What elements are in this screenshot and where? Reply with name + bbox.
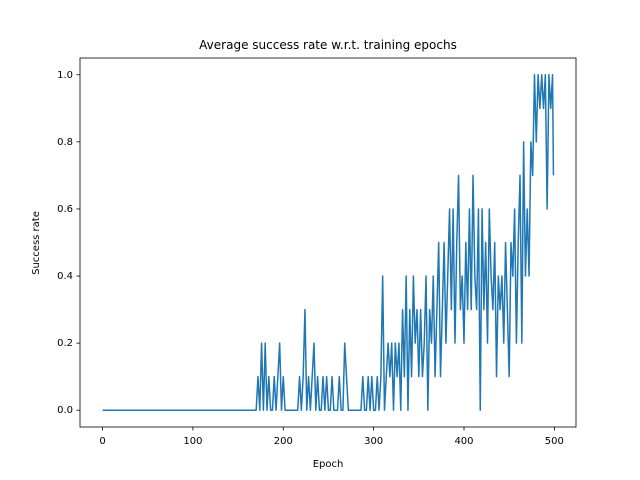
x-axis-label: Epoch (313, 459, 344, 470)
line (102, 74, 555, 411)
x-tick-label: 400 (454, 436, 473, 447)
x-tick-label: 500 (545, 436, 564, 447)
x-tick-label: 300 (364, 436, 383, 447)
axes-frame (79, 57, 577, 428)
y-axis-label: Success rate (31, 211, 42, 275)
y-tick-label: 1.0 (57, 70, 73, 81)
y-tick-label: 0.4 (57, 271, 73, 282)
y-tick-label: 0.0 (57, 405, 73, 416)
x-tick-label: 200 (274, 436, 293, 447)
chart-title: Average success rate w.r.t. training epo… (199, 38, 457, 52)
y-tick-label: 0.6 (57, 204, 73, 215)
y-tick-label: 0.2 (57, 338, 73, 349)
y-tick-label: 0.8 (57, 137, 73, 148)
x-tick-label: 0 (99, 436, 105, 447)
x-tick-label: 100 (183, 436, 202, 447)
